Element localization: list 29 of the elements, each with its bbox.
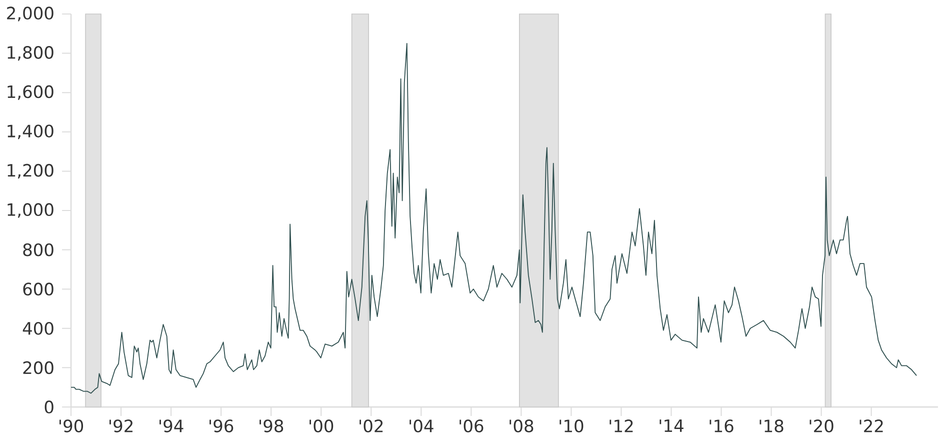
x-tick-label: '96	[210, 420, 234, 432]
y-tick-label: 0	[44, 400, 54, 414]
x-tick-label: '02	[360, 420, 383, 432]
x-tick-label: '04	[410, 420, 434, 432]
y-tick-label: 400	[22, 322, 54, 335]
y-tick-label: 1,800	[8, 46, 54, 61]
y-tick-label: 1,600	[8, 85, 54, 100]
x-tick-label: '16	[710, 420, 734, 432]
y-tick-label: 2,000	[7, 6, 54, 22]
x-tick-label: '20	[810, 420, 834, 432]
x-tick-label: '90	[59, 420, 84, 432]
x-tick-label: '00	[310, 420, 334, 432]
y-tick-label: 800	[23, 243, 54, 256]
x-tick-label: '08	[510, 420, 534, 432]
x-tick-label: '22	[860, 420, 883, 432]
x-tick-label: '12	[610, 420, 633, 432]
y-tick-label: 1,200	[8, 164, 54, 178]
y-tick-label: 600	[23, 282, 54, 296]
x-tick-label: '18	[760, 420, 784, 432]
y-tick-label: 200	[23, 361, 54, 374]
x-tick-label: '14	[660, 420, 684, 432]
line-series	[70, 43, 917, 394]
x-tick-label: '10	[560, 420, 584, 432]
x-tick-label: '92	[110, 420, 132, 432]
x-tick-label: '98	[260, 420, 284, 432]
x-tick-label: '94	[160, 420, 184, 432]
y-tick-label: 1,000	[8, 203, 54, 218]
x-tick-label: '06	[460, 420, 484, 432]
y-tick-label: 1,400	[8, 124, 54, 140]
